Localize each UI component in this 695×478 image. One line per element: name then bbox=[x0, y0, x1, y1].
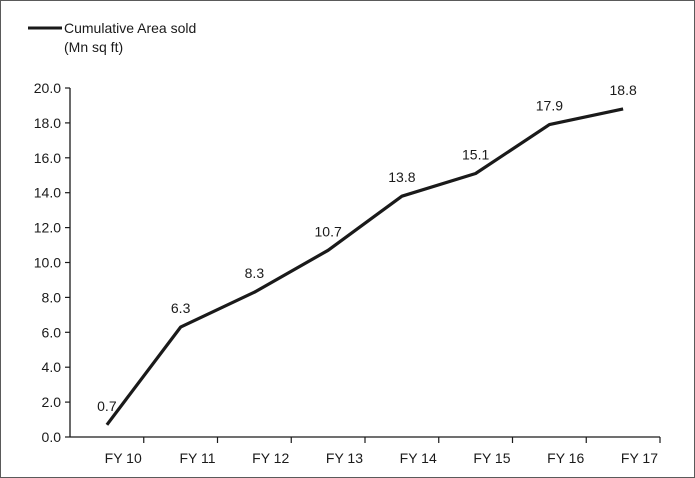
legend: Cumulative Area sold (Mn sq ft) bbox=[28, 20, 196, 55]
series-line bbox=[105, 107, 624, 426]
y-tick-label: 18.0 bbox=[34, 115, 61, 131]
y-tick-label: 10.0 bbox=[34, 255, 61, 271]
y-tick-label: 6.0 bbox=[42, 324, 62, 340]
data-label: 17.9 bbox=[536, 98, 563, 114]
y-tick-label: 12.0 bbox=[34, 220, 61, 236]
y-tick-label: 0.0 bbox=[42, 429, 62, 445]
y-tick-label: 14.0 bbox=[34, 185, 61, 201]
axes: 0.0 2.0 4.0 6.0 8.0 10.0 12.0 14.0 16.0 18.0 20.0 F… bbox=[34, 80, 661, 466]
x-tick-label: FY 17 bbox=[621, 450, 658, 466]
series-group bbox=[105, 107, 624, 426]
y-tick-label: 20.0 bbox=[34, 80, 61, 96]
y-tick-label: 4.0 bbox=[42, 359, 62, 375]
legend-unit-label: (Mn sq ft) bbox=[64, 39, 123, 55]
x-tick-label: FY 16 bbox=[547, 450, 584, 466]
data-label: 15.1 bbox=[462, 147, 489, 163]
legend-label: Cumulative Area sold bbox=[64, 20, 196, 36]
y-tick-label: 2.0 bbox=[42, 394, 62, 410]
x-tick-label: FY 14 bbox=[400, 450, 437, 466]
y-tick-label: 16.0 bbox=[34, 150, 61, 166]
x-tick-label: FY 10 bbox=[105, 450, 142, 466]
x-tick-label: FY 13 bbox=[326, 450, 363, 466]
data-label: 18.8 bbox=[610, 82, 637, 98]
x-tick-label: FY 11 bbox=[179, 450, 215, 466]
y-tick-label: 8.0 bbox=[42, 289, 62, 305]
data-label: 13.8 bbox=[388, 169, 415, 185]
data-label: 0.7 bbox=[97, 398, 117, 414]
data-label: 6.3 bbox=[171, 300, 191, 316]
x-tick-label: FY 15 bbox=[473, 450, 510, 466]
data-label: 8.3 bbox=[245, 265, 265, 281]
data-labels: 0.7 6.3 8.3 10.7 13.8 15.1 17.9 18.8 bbox=[97, 82, 637, 414]
x-tick-label: FY 12 bbox=[252, 450, 289, 466]
data-label: 10.7 bbox=[315, 223, 342, 239]
